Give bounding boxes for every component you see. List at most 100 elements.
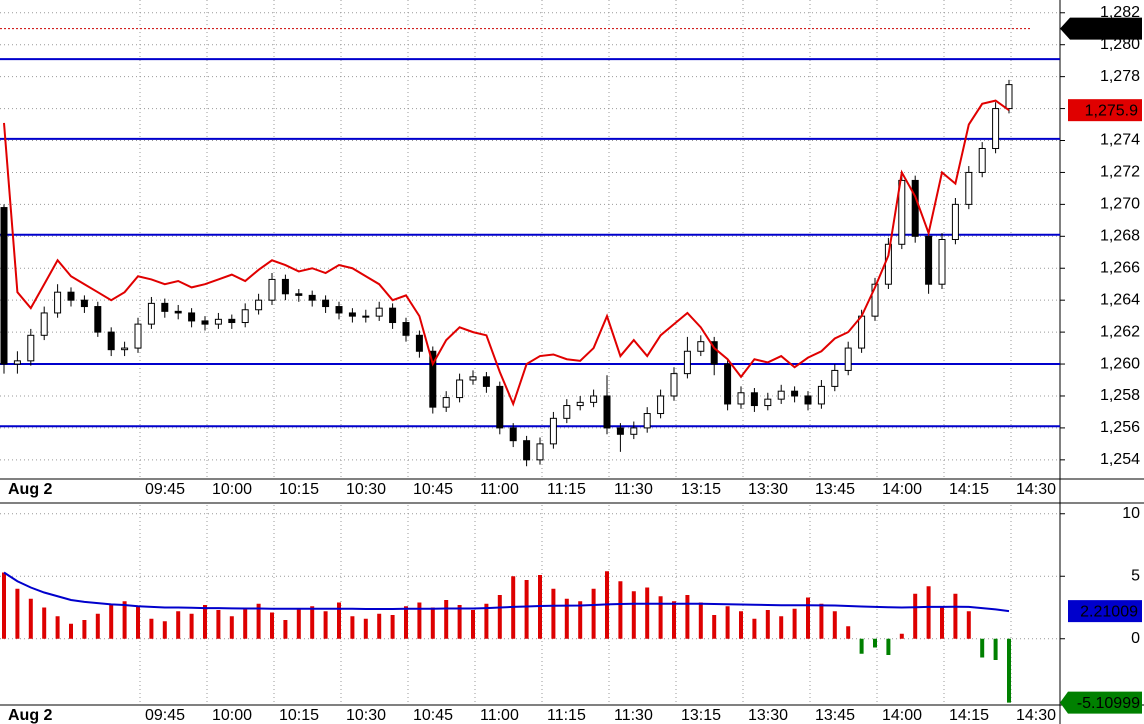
last-value-box (1068, 99, 1142, 122)
bar (444, 600, 449, 639)
bar (28, 598, 33, 639)
x-tick-label: 10:30 (346, 481, 386, 498)
x-tick-label: 14:00 (882, 481, 922, 498)
x-tick-label: 11:00 (480, 707, 519, 724)
candle-body (925, 235, 933, 285)
candle-body (951, 203, 959, 241)
bar (832, 611, 837, 639)
bar (819, 603, 824, 639)
x-tick-label: 14:00 (882, 707, 922, 724)
bar (337, 602, 341, 639)
bar (966, 611, 971, 639)
candle-body (978, 147, 986, 173)
candle-body (549, 417, 557, 445)
bar (1007, 638, 1011, 703)
x-tick-label: 10:00 (212, 707, 252, 724)
candle-body (54, 291, 62, 314)
bar (591, 588, 596, 639)
bar (524, 580, 529, 639)
y-tick-label: 1,254 (1100, 451, 1140, 468)
bar (886, 638, 891, 655)
candle-body (335, 306, 343, 314)
bar (873, 638, 877, 648)
bar (363, 618, 368, 639)
candle-body (911, 179, 919, 237)
last-value-label: -5.10999 (1077, 695, 1140, 712)
y-tick-label: 1,280 (1100, 36, 1140, 53)
y-tick-label: 1,270 (1100, 196, 1140, 213)
x-tick-label: 10:45 (413, 481, 453, 498)
bar (980, 638, 985, 658)
y-tick-label: 1,278 (1100, 68, 1140, 85)
candle-body (469, 376, 477, 381)
candle-body (670, 373, 678, 397)
bar (109, 603, 114, 639)
bar (417, 602, 422, 639)
candle-body (603, 395, 611, 429)
bar (176, 611, 181, 639)
bar (698, 602, 703, 639)
bar (2, 572, 6, 639)
bar (779, 616, 784, 639)
bar (136, 606, 140, 639)
x-tick-label: 11:30 (614, 481, 653, 498)
x-tick-label: 10:15 (279, 707, 319, 724)
bar (95, 613, 100, 639)
candle-body (241, 309, 249, 324)
bar (940, 607, 944, 639)
bar (551, 588, 556, 639)
x-tick-label: 13:30 (748, 707, 788, 724)
y-tick-label: 1,274 (1100, 132, 1140, 149)
bar (752, 618, 757, 639)
bar (846, 626, 851, 639)
candle-body (362, 315, 370, 318)
bar (926, 586, 931, 639)
bar (283, 620, 288, 639)
candle-body (536, 443, 544, 461)
candle-body (295, 293, 303, 296)
x-tick-label: 11:00 (480, 481, 519, 498)
bar (310, 606, 315, 639)
last-value-box (1068, 600, 1142, 623)
x-tick-label: 14:15 (949, 707, 989, 724)
y-tick-label: 10 (1122, 505, 1140, 522)
candle-body (898, 179, 906, 245)
candle-body (616, 427, 624, 435)
bar (564, 598, 569, 639)
candle-body (871, 283, 879, 317)
candle-body (0, 207, 8, 365)
bar (216, 610, 221, 639)
bar (323, 611, 328, 639)
candle-body (94, 306, 102, 333)
candle-body (442, 397, 450, 408)
last-value-box (1060, 691, 1142, 714)
candle-body (456, 379, 464, 399)
bar (806, 597, 810, 639)
candle-body (750, 392, 758, 407)
x-tick-label: 10:15 (279, 481, 319, 498)
candle-body (415, 334, 423, 352)
candle-body (402, 322, 410, 336)
bar (618, 581, 623, 639)
candle-body (268, 278, 276, 301)
candle-body (817, 385, 825, 405)
last-value-label: 2.21009 (1080, 603, 1138, 620)
y-tick-label: 1,268 (1100, 228, 1140, 245)
y-tick-label: 1,272 (1100, 164, 1140, 181)
bar (712, 615, 717, 639)
candle-body (348, 312, 356, 317)
candle-body (844, 347, 852, 371)
bar (149, 618, 154, 639)
bar (658, 596, 663, 639)
candle-body (992, 108, 1000, 149)
price-label: 1,281.01 (1078, 21, 1140, 38)
bar (645, 587, 650, 639)
candle-body (27, 334, 35, 362)
candle-body (965, 171, 973, 205)
bar (792, 608, 797, 639)
candle-body (496, 385, 504, 429)
y-tick-label: 1,264 (1100, 291, 1140, 308)
